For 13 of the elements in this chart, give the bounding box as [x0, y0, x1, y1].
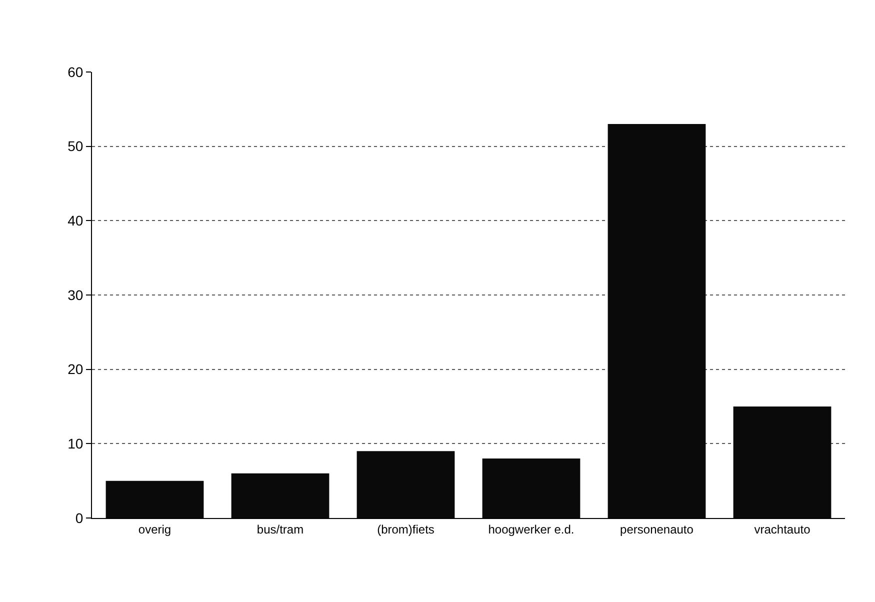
x-tick-label: (brom)fiets [377, 522, 434, 536]
x-tick-label: personenauto [620, 522, 694, 536]
y-tick-label: 10 [68, 436, 84, 452]
y-tick-label: 60 [68, 64, 84, 80]
y-tick-label: 30 [68, 286, 84, 303]
x-tick-label: hoogwerker e.d. [488, 522, 574, 536]
x-tick-label: overig [138, 522, 172, 536]
y-tick-label: 50 [68, 138, 84, 154]
x-tick-label: bus/tram [256, 522, 304, 536]
x-tick-label: vrachtauto [754, 522, 811, 536]
y-tick-label: 0 [75, 510, 84, 526]
y-tick-label: 20 [68, 361, 84, 378]
y-tick-label: 40 [68, 212, 84, 229]
